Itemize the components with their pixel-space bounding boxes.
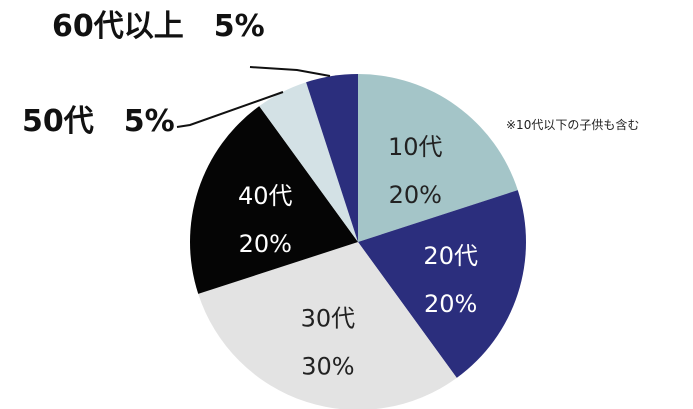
slice-category-label-2: 20代 xyxy=(423,242,478,270)
leader-line-6 xyxy=(250,67,330,76)
slice-label-6: 60代以上 5% xyxy=(52,9,265,44)
slice-category-label-4: 40代 xyxy=(238,182,293,210)
slice-value-label-2: 20% xyxy=(424,290,477,318)
slice-value-label-4: 20% xyxy=(239,230,292,258)
slice-label-5: 50代 5% xyxy=(22,104,175,139)
slice-category-label-1: 10代 xyxy=(388,133,443,161)
slice-value-label-3: 30% xyxy=(301,353,354,381)
slice-category-label-3: 30代 xyxy=(301,305,356,333)
slice-value-label-1: 20% xyxy=(389,181,442,209)
chart-note: ※10代以下の子供も含む xyxy=(506,117,639,132)
